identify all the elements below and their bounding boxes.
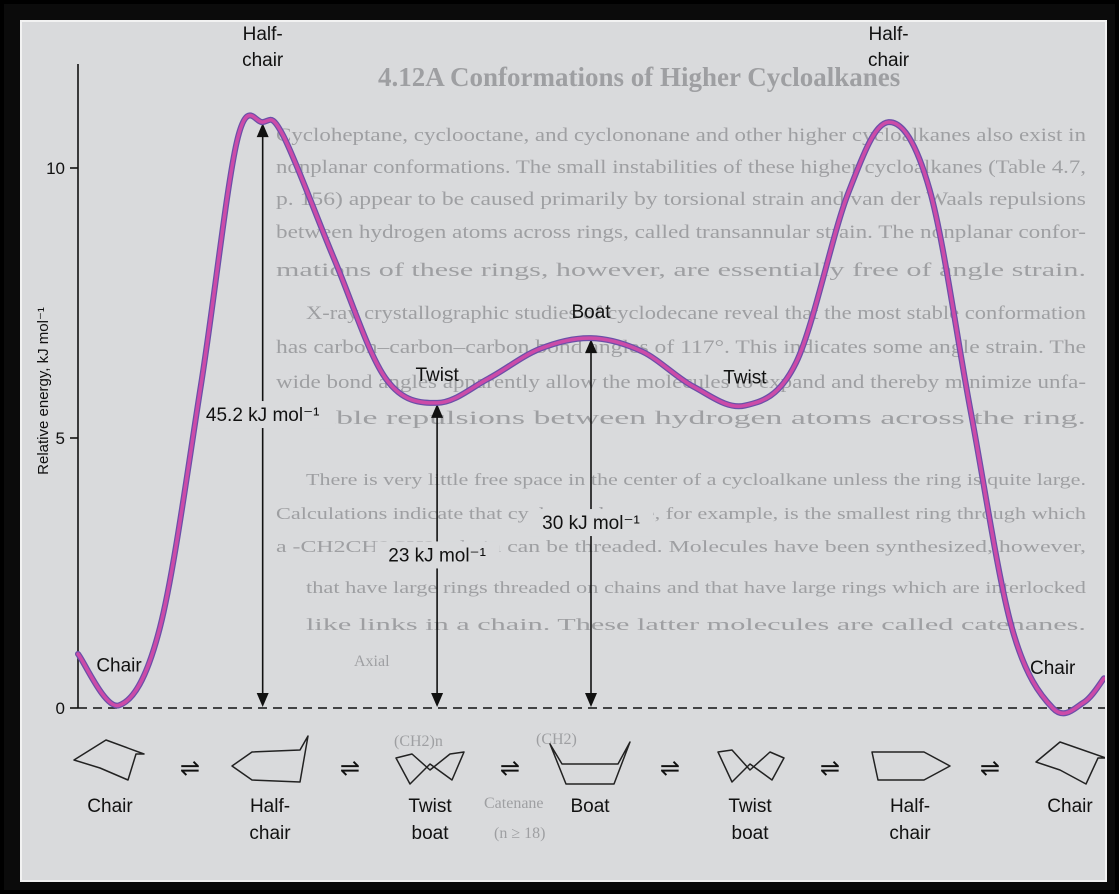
equilibrium-arrow: ⇌ bbox=[980, 755, 1000, 782]
background-text-line: Calculations indicate that cyclooctadeca… bbox=[276, 504, 1087, 523]
energy-arrows: 45.2 kJ mol⁻¹ 23 kJ mol⁻¹ 30 kJ mol⁻¹ bbox=[189, 123, 654, 707]
equilibrium-arrow: ⇌ bbox=[660, 755, 680, 782]
state-label: Boat bbox=[571, 302, 611, 323]
energy-arrow-head-down bbox=[431, 693, 444, 707]
equilibrium-arrow: ⇌ bbox=[820, 755, 840, 782]
energy-arrow-head-down bbox=[256, 693, 269, 707]
conformer-label: Half-chair bbox=[889, 796, 931, 844]
state-label: Twist bbox=[415, 365, 459, 386]
energy-arrow-head-up bbox=[431, 403, 444, 418]
background-text-line: like links in a chain. These latter mole… bbox=[306, 615, 1086, 634]
state-label: Half-chair bbox=[868, 24, 910, 71]
y-axis: 0 5 10 Relative energy, kJ mol⁻¹ bbox=[35, 64, 1105, 718]
state-label: Twist bbox=[723, 368, 767, 389]
conformer-structure bbox=[231, 735, 309, 783]
energy-barrier-label: 45.2 kJ mol⁻¹ bbox=[206, 405, 320, 426]
background-text-line: that have large rings threaded on chains… bbox=[306, 578, 1087, 597]
conformer-label: Half-chair bbox=[249, 796, 291, 844]
background-fragment: Catenane bbox=[484, 795, 544, 812]
energy-diagram-figure: 4.12A Conformations of Higher Cycloalkan… bbox=[20, 20, 1107, 882]
energy-barrier-label: 30 kJ mol⁻¹ bbox=[542, 513, 640, 534]
y-tick-label: 0 bbox=[56, 699, 65, 718]
background-fragment: (CH2) bbox=[536, 731, 577, 748]
energy-curve bbox=[76, 113, 1105, 715]
equilibrium-arrow: ⇌ bbox=[340, 755, 360, 782]
energy-diagram-svg: 4.12A Conformations of Higher Cycloalkan… bbox=[35, 24, 1105, 844]
state-labels: Chair Half-chair Twist Boat Twist Half-chair C… bbox=[96, 24, 1076, 679]
background-text-line: vorable repulsions between hydrogen atom… bbox=[276, 408, 1086, 429]
conformer-structure bbox=[549, 741, 631, 785]
energy-curve-group bbox=[75, 112, 1105, 717]
state-label: Half-chair bbox=[242, 24, 284, 71]
conformer-structure bbox=[871, 751, 951, 781]
equilibrium-arrow: ⇌ bbox=[180, 755, 200, 782]
energy-arrow-head-up bbox=[585, 339, 597, 354]
y-tick-label: 5 bbox=[56, 429, 65, 448]
state-label: Chair bbox=[1030, 658, 1076, 679]
conformer-structure bbox=[395, 751, 465, 785]
background-text-line: p. 156) appear to be caused primarily by… bbox=[276, 189, 1086, 210]
conformer-structure bbox=[1035, 741, 1105, 785]
background-text-line: between hydrogen atoms across rings, cal… bbox=[276, 222, 1086, 243]
conformer-row: Chair ⇌ Half-chair ⇌ Twist boat ⇌ Boat ⇌ Twist boa… bbox=[73, 735, 1105, 844]
background-text-line: mations of these rings, however, are ess… bbox=[276, 260, 1086, 281]
energy-label-backdrop bbox=[189, 401, 336, 429]
conformer-structure bbox=[73, 739, 145, 781]
equilibrium-arrow: ⇌ bbox=[500, 755, 520, 782]
background-text-line: X-ray crystallographic studies of cyclod… bbox=[306, 303, 1087, 324]
conformer-structure bbox=[717, 749, 785, 783]
background-heading: 4.12A Conformations of Higher Cycloalkan… bbox=[378, 62, 900, 92]
conformer-label: Twist boat bbox=[728, 796, 772, 844]
background-fragment: (n ≥ 18) bbox=[494, 825, 545, 842]
conformer-label: Boat bbox=[570, 796, 610, 817]
y-tick-label: 10 bbox=[46, 159, 65, 178]
conformer-label: Twist boat bbox=[408, 796, 452, 844]
energy-arrow-head-up bbox=[256, 123, 269, 138]
conformer-label: Chair bbox=[87, 796, 133, 817]
background-fragment: Axial bbox=[354, 653, 390, 670]
conformer-label: Chair bbox=[1047, 796, 1093, 817]
state-label: Chair bbox=[96, 655, 142, 676]
energy-label-backdrop bbox=[374, 541, 500, 569]
background-fragment: (CH2)n bbox=[394, 733, 443, 750]
energy-label-backdrop bbox=[528, 509, 654, 537]
y-axis-label: Relative energy, kJ mol⁻¹ bbox=[35, 307, 52, 475]
background-text-line: Cycloheptane, cyclooctane, and cyclonona… bbox=[276, 125, 1087, 146]
background-text-line: has carbon–carbon–carbon bond angles of … bbox=[276, 337, 1086, 358]
background-text-line: nonplanar conformations. The small insta… bbox=[276, 157, 1086, 178]
energy-arrow-head-down bbox=[585, 693, 597, 707]
background-page-text: 4.12A Conformations of Higher Cycloalkan… bbox=[276, 62, 1087, 842]
energy-barrier-label: 23 kJ mol⁻¹ bbox=[388, 545, 486, 566]
background-text-line: There is very little free space in the c… bbox=[306, 470, 1086, 489]
